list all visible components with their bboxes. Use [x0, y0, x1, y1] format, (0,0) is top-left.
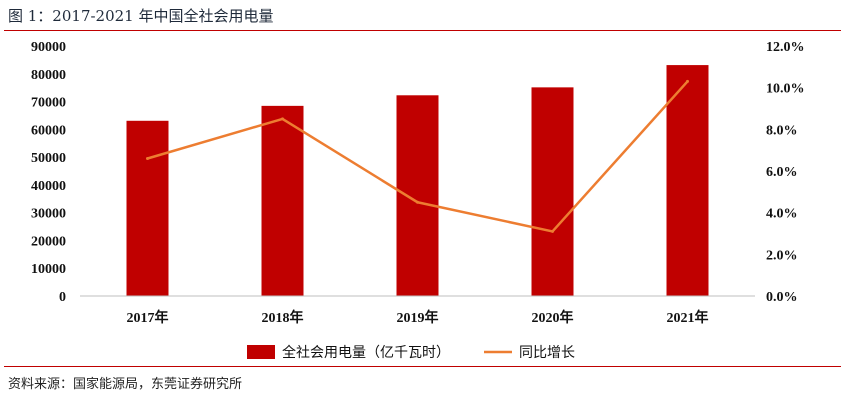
left-tick-label: 60000: [31, 123, 66, 138]
bar-series: [126, 65, 709, 297]
chart-area: 0 10000 20000 30000 40000 50000 60000 70000 8000…: [31, 40, 805, 361]
right-tick-label: 4.0%: [766, 207, 798, 222]
left-tick-label: 80000: [31, 68, 66, 83]
left-tick-label: 90000: [31, 40, 66, 55]
x-tick-label: 2020年: [532, 309, 574, 326]
bottom-rule: [4, 366, 841, 367]
legend-bar-swatch: [247, 345, 275, 359]
left-tick-label: 50000: [31, 151, 66, 166]
legend-line-label: 同比增长: [519, 345, 575, 361]
right-tick-label: 12.0%: [766, 40, 805, 55]
legend-bar-label: 全社会用电量（亿千瓦时）: [282, 344, 450, 361]
legend: 全社会用电量（亿千瓦时） 同比增长: [247, 344, 575, 361]
left-tick-label: 20000: [31, 234, 66, 249]
left-tick-label: 0: [59, 290, 66, 305]
left-tick-label: 10000: [31, 262, 66, 277]
top-rule: [4, 30, 841, 31]
bar: [261, 105, 304, 296]
right-tick-label: 2.0%: [766, 248, 798, 263]
x-tick-label: 2019年: [397, 309, 439, 326]
line-series: [146, 79, 689, 233]
left-tick-label: 70000: [31, 96, 66, 111]
growth-point: [686, 79, 689, 83]
right-tick-label: 8.0%: [766, 123, 798, 138]
bar: [666, 65, 709, 296]
right-tick-label: 10.0%: [766, 82, 805, 97]
left-tick-label: 40000: [31, 179, 66, 194]
left-tick-label: 30000: [31, 207, 66, 222]
bar: [126, 120, 169, 297]
left-axis-ticks: 0 10000 20000 30000 40000 50000 60000 70000 8000…: [31, 40, 66, 305]
growth-point: [146, 157, 149, 160]
growth-point: [551, 229, 554, 233]
x-axis-ticks: 2017年 2018年 2019年 2020年 2021年: [127, 309, 709, 326]
x-tick-label: 2021年: [667, 309, 709, 326]
bar: [396, 95, 439, 297]
figure-title: 图 1：2017-2021 年中国全社会用电量: [8, 7, 274, 25]
x-tick-label: 2017年: [127, 309, 169, 326]
x-tick-label: 2018年: [262, 309, 304, 326]
source-note: 资料来源：国家能源局，东莞证券研究所: [8, 377, 243, 392]
right-tick-label: 6.0%: [766, 165, 798, 180]
bar: [531, 87, 574, 296]
right-axis-ticks: 0.0% 2.0% 4.0% 6.0% 8.0% 10.0% 12.0%: [766, 40, 805, 305]
right-tick-label: 0.0%: [766, 290, 798, 305]
growth-point: [281, 117, 284, 121]
growth-point: [416, 200, 419, 204]
